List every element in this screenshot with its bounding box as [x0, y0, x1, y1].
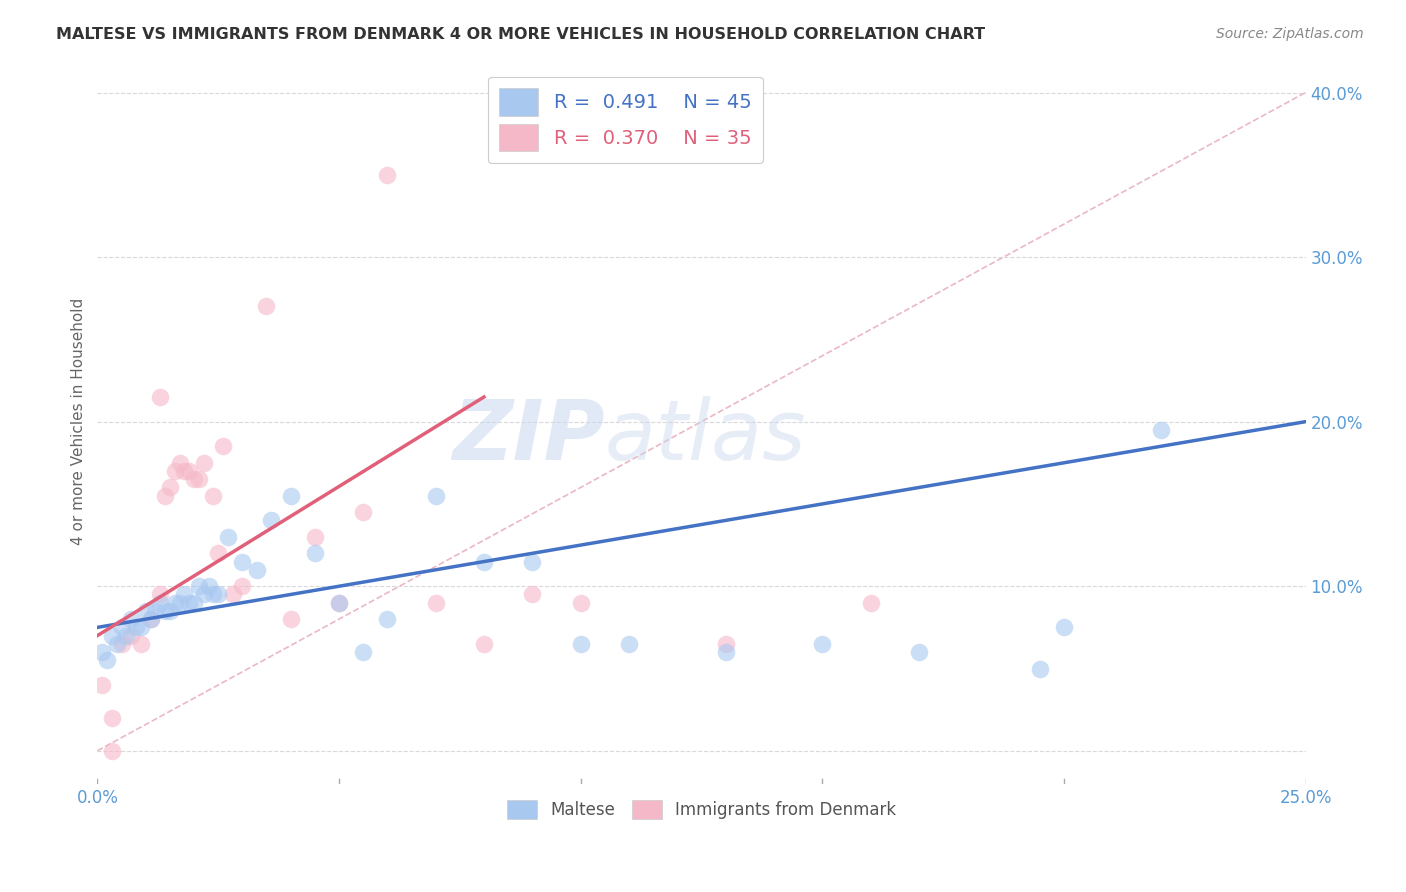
Point: [1053, 620, 1076, 634]
Point: [115, 629, 138, 643]
Point: [425, 596, 447, 610]
Point: [110, 637, 132, 651]
Point: [159, 604, 181, 618]
Point: [101, 629, 124, 643]
Point: [183, 596, 205, 610]
Point: [246, 563, 269, 577]
Point: [120, 612, 142, 626]
Point: [120, 629, 142, 643]
Point: [472, 555, 495, 569]
Point: [280, 489, 302, 503]
Point: [714, 637, 737, 651]
Point: [231, 555, 253, 569]
Point: [169, 456, 191, 470]
Point: [217, 530, 239, 544]
Point: [811, 637, 834, 651]
Point: [280, 612, 302, 626]
Point: [169, 596, 191, 610]
Point: [221, 587, 243, 601]
Point: [375, 612, 398, 626]
Point: [304, 546, 326, 560]
Point: [91, 645, 114, 659]
Point: [135, 604, 157, 618]
Point: [101, 744, 124, 758]
Point: [149, 596, 172, 610]
Point: [617, 637, 640, 651]
Point: [202, 489, 225, 503]
Point: [153, 489, 176, 503]
Point: [139, 612, 162, 626]
Point: [714, 645, 737, 659]
Point: [143, 604, 166, 618]
Text: ZIP: ZIP: [453, 396, 605, 476]
Text: Source: ZipAtlas.com: Source: ZipAtlas.com: [1216, 27, 1364, 41]
Point: [202, 587, 225, 601]
Point: [183, 472, 205, 486]
Point: [110, 620, 132, 634]
Point: [187, 472, 209, 486]
Point: [328, 596, 350, 610]
Point: [569, 637, 592, 651]
Point: [1149, 423, 1171, 437]
Point: [352, 645, 374, 659]
Point: [163, 596, 186, 610]
Point: [153, 604, 176, 618]
Point: [187, 579, 209, 593]
Point: [231, 579, 253, 593]
Point: [522, 587, 544, 601]
Legend: Maltese, Immigrants from Denmark: Maltese, Immigrants from Denmark: [501, 794, 903, 826]
Point: [139, 612, 162, 626]
Point: [212, 439, 235, 453]
Point: [173, 587, 195, 601]
Point: [569, 596, 592, 610]
Point: [125, 620, 148, 634]
Point: [149, 587, 172, 601]
Point: [149, 390, 172, 404]
Point: [352, 505, 374, 519]
Text: MALTESE VS IMMIGRANTS FROM DENMARK 4 OR MORE VEHICLES IN HOUSEHOLD CORRELATION C: MALTESE VS IMMIGRANTS FROM DENMARK 4 OR …: [56, 27, 986, 42]
Text: atlas: atlas: [605, 396, 807, 476]
Point: [304, 530, 326, 544]
Point: [91, 678, 114, 692]
Point: [193, 456, 215, 470]
Y-axis label: 4 or more Vehicles in Household: 4 or more Vehicles in Household: [72, 298, 86, 545]
Point: [105, 637, 128, 651]
Point: [173, 464, 195, 478]
Point: [260, 513, 283, 527]
Point: [96, 653, 118, 667]
Point: [179, 596, 201, 610]
Point: [522, 555, 544, 569]
Point: [328, 596, 350, 610]
Point: [1028, 661, 1050, 675]
Point: [425, 489, 447, 503]
Point: [375, 168, 398, 182]
Point: [101, 711, 124, 725]
Point: [256, 300, 278, 314]
Point: [179, 464, 201, 478]
Point: [859, 596, 882, 610]
Point: [129, 620, 152, 634]
Point: [472, 637, 495, 651]
Point: [197, 579, 219, 593]
Point: [908, 645, 931, 659]
Point: [163, 464, 186, 478]
Point: [193, 587, 215, 601]
Point: [207, 546, 229, 560]
Point: [129, 637, 152, 651]
Point: [159, 481, 181, 495]
Point: [207, 587, 229, 601]
